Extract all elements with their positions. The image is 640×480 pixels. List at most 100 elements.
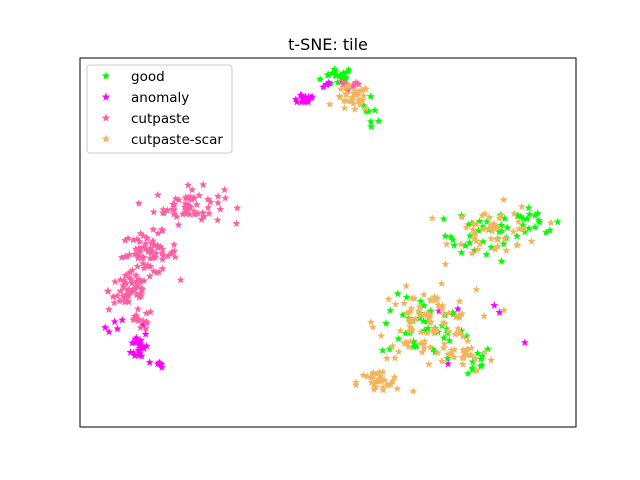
point-cutpaste-scar	[335, 91, 344, 100]
point-cutpaste-scar	[394, 347, 403, 356]
point-cutpaste-scar	[342, 82, 351, 91]
point-cutpaste-scar	[423, 312, 432, 320]
point-good	[518, 220, 527, 229]
point-cutpaste-scar	[517, 202, 526, 211]
point-good	[378, 346, 387, 354]
point-cutpaste-scar	[351, 380, 360, 389]
point-cutpaste-scar	[419, 290, 428, 299]
point-good	[343, 67, 352, 76]
point-good	[464, 220, 473, 229]
point-cutpaste-scar	[405, 318, 414, 326]
point-cutpaste	[176, 275, 185, 284]
legend-label-anomaly: anomaly	[131, 90, 189, 106]
point-cutpaste-scar	[385, 380, 394, 389]
point-cutpaste	[172, 212, 181, 221]
point-cutpaste	[232, 219, 241, 227]
point-cutpaste-scar	[416, 339, 425, 347]
point-cutpaste-scar	[427, 296, 436, 305]
point-good	[442, 324, 451, 333]
point-cutpaste	[118, 291, 127, 300]
point-cutpaste-scar	[444, 350, 453, 358]
point-cutpaste	[186, 193, 195, 201]
point-good	[457, 326, 466, 335]
point-cutpaste-scar	[361, 104, 370, 112]
point-cutpaste-scar	[409, 387, 418, 395]
point-good	[462, 331, 471, 340]
point-cutpaste	[163, 206, 172, 214]
point-good	[316, 74, 325, 83]
point-anomaly	[101, 323, 110, 332]
point-cutpaste-scar	[450, 353, 459, 361]
point-cutpaste-scar	[481, 347, 490, 356]
point-cutpaste-scar	[406, 337, 415, 346]
point-cutpaste-scar	[347, 93, 356, 102]
point-cutpaste	[131, 244, 140, 253]
point-good	[478, 351, 487, 360]
point-cutpaste	[170, 200, 179, 209]
point-cutpaste	[133, 282, 142, 290]
point-good	[473, 349, 482, 357]
point-anomaly	[319, 82, 328, 91]
point-cutpaste-scar	[499, 195, 508, 204]
point-cutpaste-scar	[418, 348, 427, 356]
point-good	[420, 326, 429, 335]
point-cutpaste	[146, 244, 155, 252]
point-cutpaste-scar	[388, 376, 397, 385]
point-cutpaste-scar	[491, 245, 500, 253]
point-anomaly	[297, 97, 306, 106]
point-cutpaste	[174, 220, 183, 229]
point-cutpaste	[195, 191, 204, 199]
point-cutpaste-scar	[379, 385, 388, 394]
point-cutpaste-scar	[500, 234, 509, 243]
point-cutpaste	[142, 317, 151, 326]
point-good	[497, 226, 506, 235]
point-cutpaste	[116, 287, 125, 295]
point-cutpaste	[170, 240, 178, 249]
point-good	[393, 289, 402, 298]
point-cutpaste	[233, 203, 242, 212]
point-good	[525, 210, 534, 218]
point-cutpaste-scar	[472, 366, 481, 375]
point-cutpaste-scar	[489, 219, 498, 228]
point-cutpaste	[171, 194, 180, 203]
point-cutpaste-scar	[435, 301, 444, 310]
point-anomaly	[134, 346, 143, 355]
point-good	[503, 223, 512, 232]
point-anomaly	[131, 338, 140, 347]
point-cutpaste-scar	[462, 223, 471, 231]
point-cutpaste-scar	[488, 226, 497, 235]
point-good	[470, 246, 479, 254]
point-good	[479, 237, 487, 246]
point-cutpaste	[344, 85, 353, 93]
point-cutpaste	[132, 290, 141, 299]
point-good	[514, 211, 523, 220]
point-good	[339, 68, 348, 77]
point-cutpaste	[143, 261, 152, 269]
point-cutpaste	[126, 288, 134, 297]
point-cutpaste	[121, 291, 130, 300]
point-cutpaste	[136, 277, 145, 286]
point-anomaly	[307, 93, 316, 102]
point-cutpaste	[133, 304, 142, 313]
point-good	[531, 211, 539, 220]
point-cutpaste-scar	[439, 343, 448, 352]
point-good	[426, 306, 435, 315]
point-cutpaste	[174, 195, 183, 204]
point-anomaly	[520, 338, 529, 347]
point-cutpaste-scar	[472, 285, 481, 294]
point-cutpaste-scar	[427, 317, 436, 326]
point-cutpaste-scar	[455, 313, 464, 322]
point-good	[337, 70, 346, 79]
point-anomaly	[435, 306, 444, 315]
point-cutpaste	[121, 236, 130, 244]
point-cutpaste	[198, 208, 207, 217]
point-cutpaste-scar	[340, 103, 349, 112]
point-good	[330, 65, 339, 73]
point-cutpaste	[164, 251, 173, 260]
point-cutpaste	[117, 253, 126, 261]
point-cutpaste	[139, 243, 148, 251]
point-cutpaste-scar	[410, 294, 419, 302]
point-good	[487, 243, 496, 251]
point-good	[366, 117, 375, 126]
